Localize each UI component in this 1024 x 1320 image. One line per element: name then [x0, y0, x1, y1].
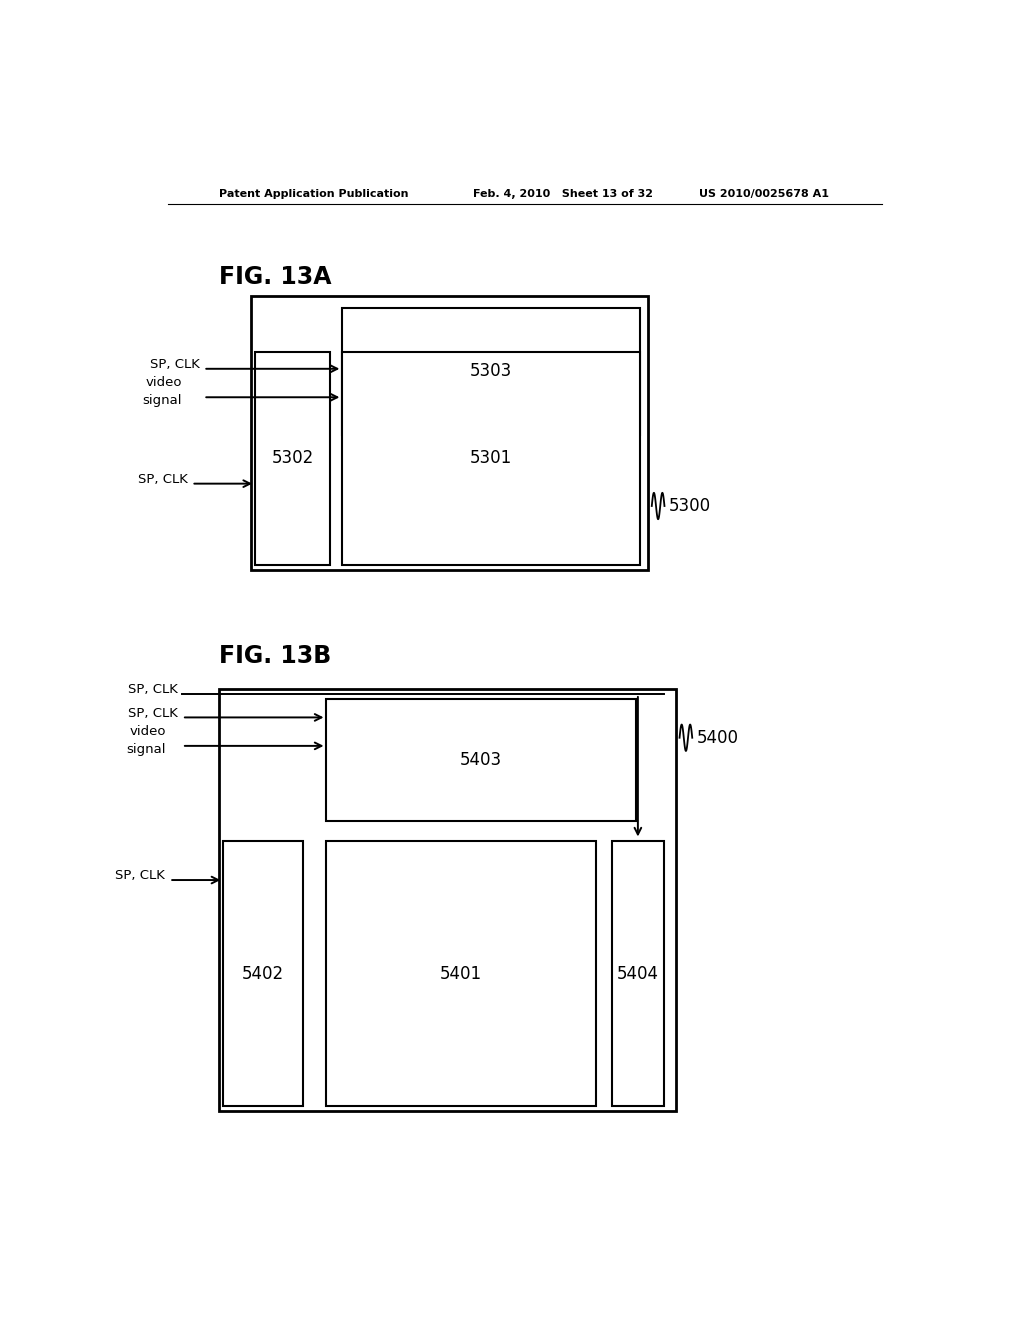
Bar — [223, 841, 303, 1106]
Bar — [251, 296, 648, 570]
Text: signal: signal — [142, 393, 182, 407]
Text: Patent Application Publication: Patent Application Publication — [219, 189, 409, 199]
Text: 5301: 5301 — [470, 449, 512, 467]
Text: SP, CLK: SP, CLK — [128, 706, 178, 719]
Text: 5401: 5401 — [440, 965, 482, 982]
Bar — [612, 841, 664, 1106]
Text: SP, CLK: SP, CLK — [150, 358, 200, 371]
Text: US 2010/0025678 A1: US 2010/0025678 A1 — [699, 189, 829, 199]
Text: 5303: 5303 — [470, 362, 512, 380]
Text: 5403: 5403 — [460, 751, 502, 770]
Text: Feb. 4, 2010   Sheet 13 of 32: Feb. 4, 2010 Sheet 13 of 32 — [473, 189, 653, 199]
Text: SP, CLK: SP, CLK — [128, 684, 178, 697]
Text: 5300: 5300 — [670, 498, 712, 515]
Text: 5400: 5400 — [697, 729, 739, 747]
Text: FIG. 13B: FIG. 13B — [219, 644, 332, 668]
Bar — [327, 700, 636, 821]
Text: SP, CLK: SP, CLK — [137, 473, 187, 486]
Bar — [342, 351, 640, 565]
Bar — [342, 308, 640, 434]
Text: 5404: 5404 — [616, 965, 658, 982]
Text: 5302: 5302 — [271, 449, 313, 467]
Text: signal: signal — [127, 743, 166, 756]
Bar — [255, 351, 331, 565]
Text: SP, CLK: SP, CLK — [116, 870, 165, 883]
Text: FIG. 13A: FIG. 13A — [219, 265, 332, 289]
Bar — [327, 841, 596, 1106]
Text: video: video — [145, 375, 182, 388]
Text: video: video — [130, 725, 166, 738]
Bar — [219, 689, 676, 1110]
Text: 5402: 5402 — [242, 965, 284, 982]
